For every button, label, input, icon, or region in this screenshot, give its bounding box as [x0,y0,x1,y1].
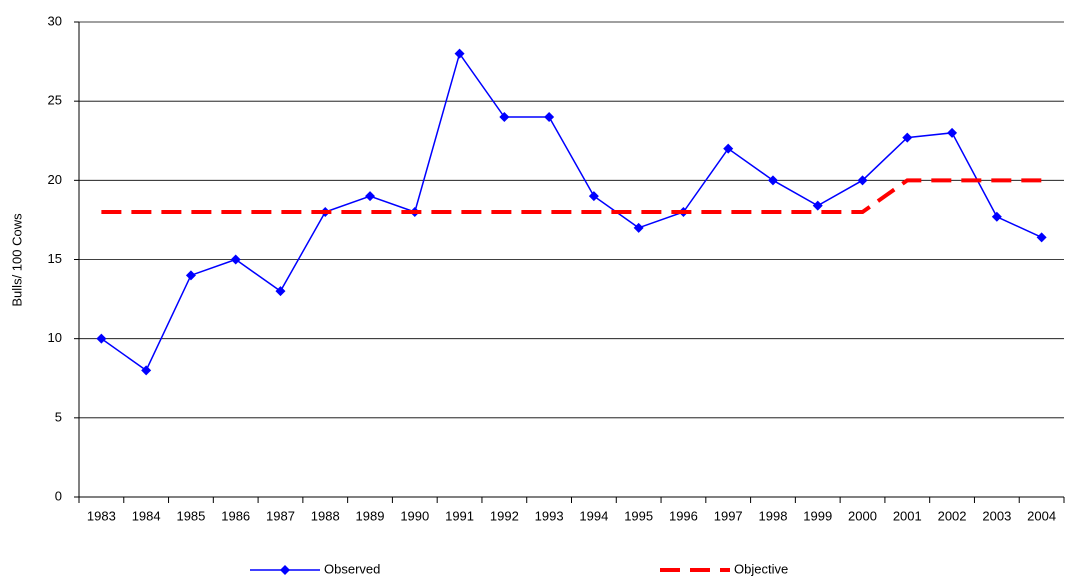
series-line [100,51,1042,372]
x-tick-label: 1990 [400,508,429,523]
marker [902,132,913,143]
marker [812,200,823,211]
marker [185,270,196,281]
x-tick-label: 1992 [490,508,519,523]
x-tick-label: 1998 [759,508,788,523]
legend-label: Objective [734,561,788,576]
x-tick-label: 1997 [714,508,743,523]
series-line [101,178,1042,214]
marker [723,143,734,154]
x-tick-label: 1993 [535,508,564,523]
y-tick-label: 20 [48,172,62,187]
marker [544,112,555,122]
x-tick-label: 1999 [803,508,832,523]
x-tick-label: 1986 [221,508,250,523]
x-tick-label: 2001 [893,508,922,523]
x-tick-label: 1996 [669,508,698,523]
x-tick-label: 2003 [982,508,1011,523]
x-tick-label: 1983 [87,508,116,523]
y-tick-label: 0 [55,488,62,503]
marker [767,175,778,186]
y-tick-label: 15 [48,251,62,266]
marker [991,211,1002,222]
marker [499,112,510,122]
marker [588,191,599,202]
marker [365,191,376,202]
x-tick-label: 2000 [848,508,877,523]
marker [141,365,152,376]
legend-marker [280,565,290,575]
y-tick-label: 10 [48,330,62,345]
x-tick-label: 1988 [311,508,340,523]
marker [857,175,868,186]
x-tick-label: 1994 [579,508,608,523]
marker [633,222,644,233]
legend-label: Observed [324,561,380,576]
marker [96,333,107,344]
marker [230,254,241,265]
x-tick-label: 2004 [1027,508,1056,523]
x-tick-label: 1989 [356,508,385,523]
x-tick-label: 1985 [176,508,205,523]
x-tick-label: 1984 [132,508,161,523]
x-tick-label: 2002 [938,508,967,523]
y-tick-label: 5 [55,409,62,424]
y-axis-label: Bulls/ 100 Cows [9,213,24,307]
marker [275,286,286,297]
x-tick-label: 1991 [445,508,474,523]
marker [454,48,465,59]
marker [947,127,958,138]
x-tick-label: 1995 [624,508,653,523]
x-tick-label: 1987 [266,508,295,523]
y-tick-label: 25 [48,93,62,108]
marker [1036,232,1047,243]
y-tick-label: 30 [48,13,62,28]
